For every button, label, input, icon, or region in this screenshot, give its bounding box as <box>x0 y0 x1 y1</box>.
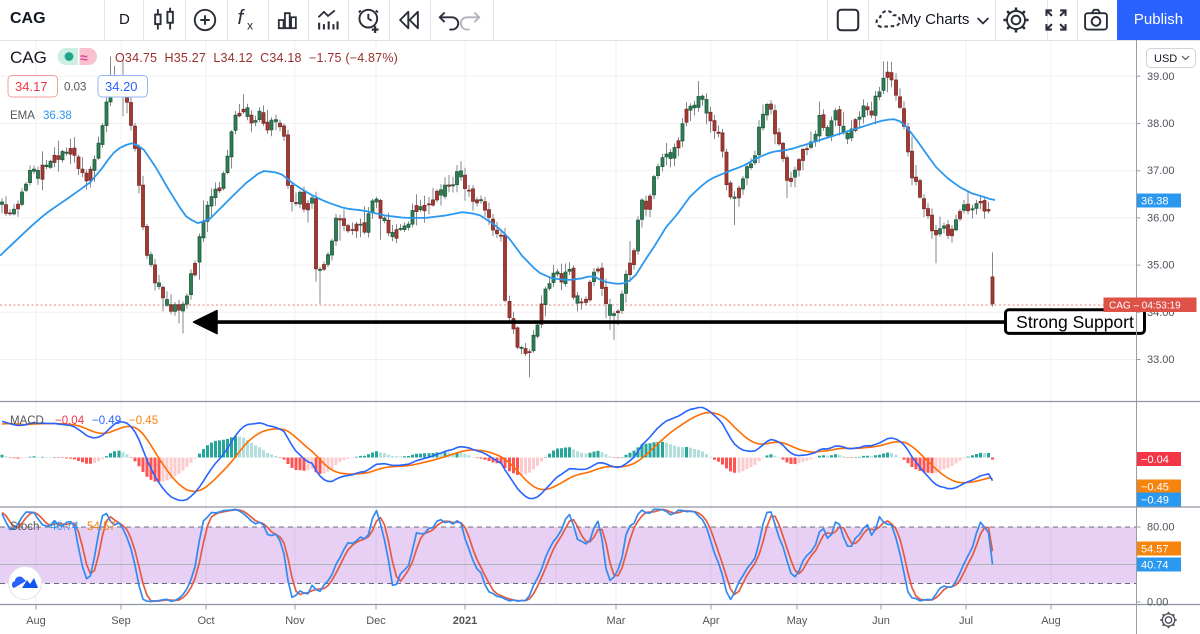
svg-text:80.00: 80.00 <box>1147 522 1175 534</box>
svg-text:36.38: 36.38 <box>1141 195 1169 207</box>
svg-text:Aug: Aug <box>1041 615 1061 627</box>
svg-text:Jun: Jun <box>872 615 890 627</box>
svg-text:36.00: 36.00 <box>1147 212 1175 224</box>
svg-text:Stoch: Stoch <box>10 521 39 533</box>
svg-text:33.00: 33.00 <box>1147 354 1175 366</box>
svg-text:≈: ≈ <box>80 50 88 66</box>
svg-text:x: x <box>247 19 253 33</box>
svg-text:Aug: Aug <box>26 615 46 627</box>
svg-text:Dec: Dec <box>366 615 386 627</box>
svg-text:−0.49: −0.49 <box>92 415 121 427</box>
svg-text:38.00: 38.00 <box>1147 118 1175 130</box>
svg-text:2021: 2021 <box>453 615 477 627</box>
svg-text:35.00: 35.00 <box>1147 260 1175 272</box>
svg-text:0.03: 0.03 <box>64 82 86 94</box>
svg-text:40.74: 40.74 <box>1141 559 1169 571</box>
svg-text:39.00: 39.00 <box>1147 71 1175 83</box>
svg-text:f: f <box>237 6 245 29</box>
svg-text:Sep: Sep <box>111 615 131 627</box>
svg-text:54.57: 54.57 <box>87 521 116 533</box>
svg-text:EMA: EMA <box>10 110 35 122</box>
svg-text:−0.04: −0.04 <box>1141 454 1169 466</box>
svg-text:MACD: MACD <box>10 415 44 427</box>
svg-text:Nov: Nov <box>285 615 305 627</box>
svg-text:36.38: 36.38 <box>43 110 72 122</box>
svg-text:−0.04: −0.04 <box>55 415 85 427</box>
svg-text:O34.75 H35.27 L34.12 C34.18: O34.75 H35.27 L34.12 C34.18 −1.75 (−4.87… <box>115 51 398 65</box>
svg-text:Mar: Mar <box>607 615 626 627</box>
svg-text:USD: USD <box>1154 53 1177 65</box>
svg-text:CAG: CAG <box>10 48 47 67</box>
svg-text:34.17: 34.17 <box>15 79 48 94</box>
svg-text:CAG – 04:53:19: CAG – 04:53:19 <box>1109 301 1181 312</box>
svg-text:34.20: 34.20 <box>105 79 138 94</box>
svg-text:Apr: Apr <box>702 615 719 627</box>
svg-text:May: May <box>787 615 808 627</box>
svg-text:54.57: 54.57 <box>1141 543 1169 555</box>
svg-text:Oct: Oct <box>197 615 214 627</box>
svg-text:Strong Support: Strong Support <box>1016 312 1134 332</box>
svg-text:Jul: Jul <box>959 615 973 627</box>
svg-text:37.00: 37.00 <box>1147 165 1175 177</box>
svg-text:−0.49: −0.49 <box>1141 494 1169 506</box>
svg-text:0.00: 0.00 <box>1147 597 1168 609</box>
svg-text:−0.45: −0.45 <box>1141 481 1169 493</box>
svg-text:40.74: 40.74 <box>50 521 79 533</box>
svg-text:−0.45: −0.45 <box>129 415 158 427</box>
